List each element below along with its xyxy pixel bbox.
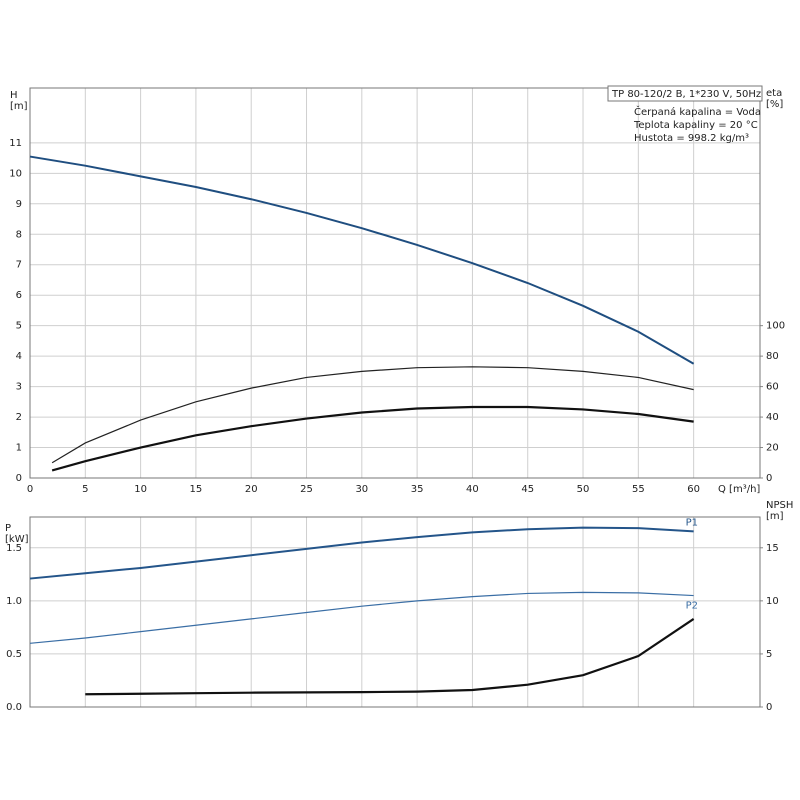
y-axis-label: P: [5, 523, 11, 534]
series-label: P2: [686, 601, 698, 612]
x-tick-label: 10: [134, 484, 147, 495]
x-tick-label: 20: [245, 484, 258, 495]
y-axis-label: H: [10, 90, 18, 101]
y-axis-label: [m]: [10, 101, 28, 112]
plot-frame: [29, 87, 761, 479]
y2-axis-label: [m]: [766, 511, 784, 522]
y-axis-label: [kW]: [5, 534, 29, 545]
y-tick-label: 0.0: [6, 702, 22, 713]
y-tick-label: 8: [16, 229, 22, 240]
plot-frame: [29, 516, 761, 708]
y-tick-label: 2: [16, 412, 22, 423]
y2-tick-label: 100: [766, 321, 785, 332]
curve: [85, 617, 695, 696]
y2-tick-label: 15: [766, 543, 779, 554]
y-tick-label: 1: [16, 443, 22, 454]
y-tick-label: 7: [16, 260, 22, 271]
y2-tick-label: 20: [766, 443, 779, 454]
y-tick-label: 9: [16, 199, 22, 210]
info-title: TP 80-120/2 B, 1*230 V, 50Hz: [611, 89, 761, 100]
info-line: Teplota kapaliny = 20 °C: [633, 120, 758, 131]
info-line: Hustota = 998.2 kg/m³: [634, 133, 749, 144]
x-tick-label: 35: [411, 484, 424, 495]
curve: [29, 526, 694, 580]
x-tick-label: 25: [300, 484, 313, 495]
y2-tick-label: 40: [766, 412, 779, 423]
y2-axis-label: [%]: [766, 99, 783, 110]
y-tick-label: 5: [16, 321, 22, 332]
y-tick-label: 11: [9, 138, 22, 149]
y-tick-label: 1.5: [6, 543, 22, 554]
y2-tick-label: 60: [766, 382, 779, 393]
x-axis-label: Q [m³/h]: [718, 484, 760, 495]
x-tick-label: 40: [466, 484, 479, 495]
y-tick-label: 4: [16, 351, 22, 362]
curve: [29, 591, 694, 644]
y-tick-label: 1.0: [6, 596, 22, 607]
y-tick-label: 6: [16, 290, 22, 301]
x-tick-label: 0: [27, 484, 33, 495]
series-label: P1: [686, 517, 698, 528]
x-tick-label: 5: [82, 484, 88, 495]
y2-axis-label: NPSH: [766, 500, 793, 511]
y2-tick-label: 0: [766, 702, 772, 713]
y2-tick-label: 0: [766, 473, 772, 484]
x-tick-label: 15: [190, 484, 203, 495]
x-tick-label: 30: [355, 484, 368, 495]
y-tick-label: 10: [9, 168, 22, 179]
y2-tick-label: 80: [766, 351, 779, 362]
y2-tick-label: 10: [766, 596, 779, 607]
y-tick-label: 0: [16, 473, 22, 484]
y-tick-label: 0.5: [6, 649, 22, 660]
y2-tick-label: 5: [766, 649, 772, 660]
x-tick-label: 50: [577, 484, 590, 495]
curve: [51, 366, 694, 464]
curve: [29, 155, 695, 365]
x-tick-label: 55: [632, 484, 645, 495]
curve: [51, 405, 694, 472]
x-tick-label: 60: [687, 484, 700, 495]
info-line: Čerpaná kapalina = Voda: [634, 105, 761, 118]
y2-axis-label: eta: [766, 88, 782, 99]
info-box: [607, 85, 763, 102]
x-tick-label: 45: [521, 484, 534, 495]
y-tick-label: 3: [16, 382, 22, 393]
